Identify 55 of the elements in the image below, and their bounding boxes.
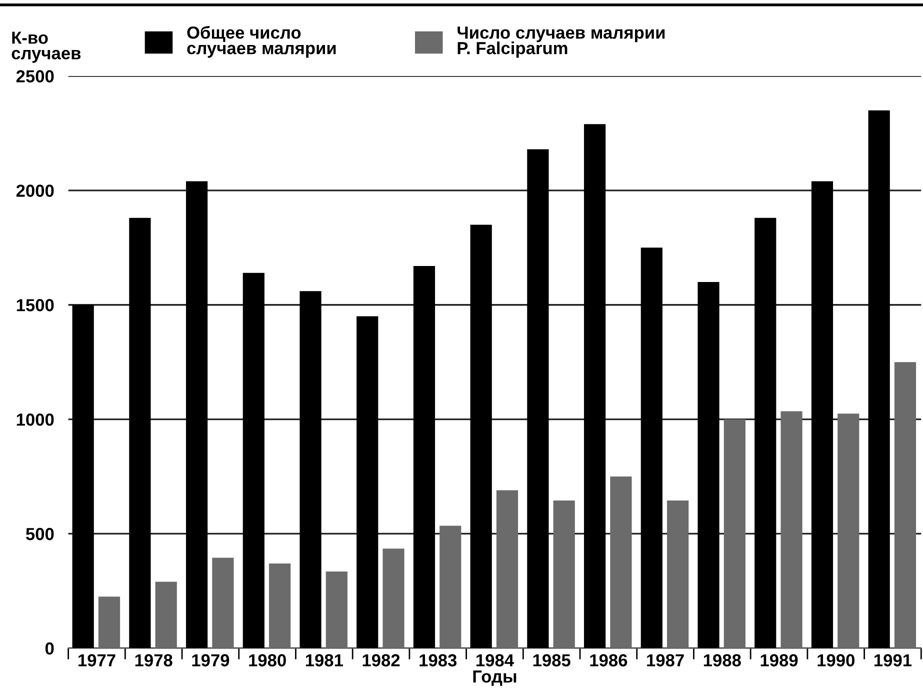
bar [811,181,834,648]
x-tick-label: 1988 [704,654,741,666]
bar [326,571,348,648]
bar [242,272,264,648]
bar [527,149,549,648]
bar [754,218,776,648]
bar [269,563,291,648]
y-tick-label: 2000 [16,184,54,197]
bar [610,476,632,648]
y-tick-label: 0 [45,642,54,655]
bar [129,218,151,648]
bar [382,548,404,648]
bar [698,282,720,648]
bar [212,558,234,648]
x-tick-label: 1987 [647,654,684,666]
bar [440,526,462,648]
bar [300,291,322,648]
x-tick-label: 1980 [249,654,286,666]
x-tick-label: 1982 [362,654,400,666]
bar [553,500,575,648]
y-tick-label: 500 [26,528,54,540]
x-tick-label: 1985 [533,654,570,666]
bar [894,362,916,648]
bar [470,224,492,648]
bar [640,248,662,648]
bar [413,266,436,648]
x-tick-label: 1984 [476,654,514,666]
bar [868,110,890,648]
x-tick-label: 1983 [420,654,457,666]
x-tick-label: 1991 [874,654,912,666]
x-tick-label: 1981 [306,654,343,666]
y-tick-label: 2500 [16,70,54,82]
bar [780,411,802,648]
bar [186,181,208,648]
legend-label: Общее число случаев малярии [187,26,336,58]
bar [724,419,746,648]
bar [496,490,518,648]
y-tick-label: 1500 [16,299,54,312]
bar [667,500,689,648]
y-tick-label: 1000 [16,413,54,426]
x-tick-label: 1986 [590,654,628,666]
legend-label: Число случаев малярии P. Falciparum [458,26,665,58]
bar [584,124,606,648]
bar [98,596,120,648]
x-axis-title: Годы [473,670,516,686]
bar [72,304,94,648]
y-axis-title: К-во случаев [12,32,81,63]
bar [838,414,860,648]
x-tick-label: 1989 [760,654,798,666]
x-tick-label: 1978 [135,654,172,666]
x-tick-label: 1990 [818,654,854,666]
bar [356,316,378,648]
x-tick-label: 1977 [78,654,116,666]
bar [155,582,177,648]
x-tick-label: 1979 [192,654,230,666]
